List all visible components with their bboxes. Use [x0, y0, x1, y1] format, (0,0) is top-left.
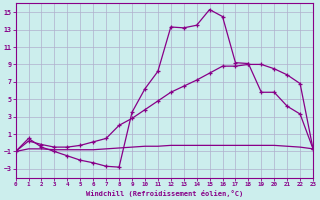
- X-axis label: Windchill (Refroidissement éolien,°C): Windchill (Refroidissement éolien,°C): [86, 190, 243, 197]
